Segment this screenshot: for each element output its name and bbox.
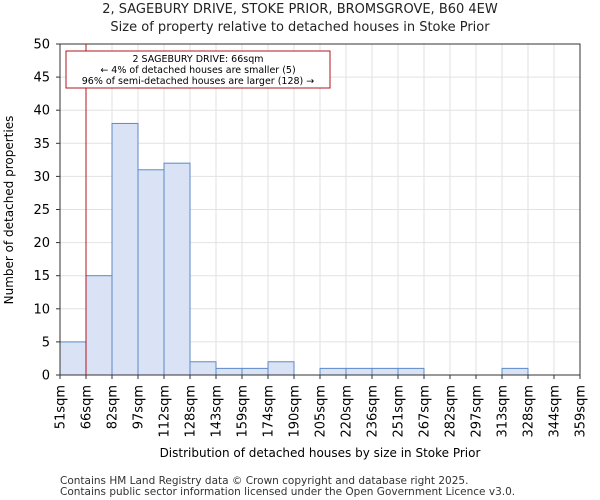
x-tick-label: 328sqm [522, 385, 537, 438]
x-tick-label: 159sqm [236, 385, 251, 438]
histogram-bar-236sqm [371, 367, 399, 376]
histogram-bar-313sqm [501, 367, 529, 376]
histogram-bar-128sqm [189, 361, 217, 376]
histogram-bar-251sqm [397, 367, 425, 376]
chart-title-address: 2, SAGEBURY DRIVE, STOKE PRIOR, BROMSGRO… [102, 2, 498, 17]
x-tick-label: 220sqm [340, 385, 355, 438]
x-tick-label: 359sqm [574, 385, 589, 438]
histogram-bar-51sqm [59, 341, 87, 376]
annotation-line-3: 96% of semi-detached houses are larger (… [82, 76, 315, 87]
y-tick-label: 15 [33, 269, 50, 284]
x-tick-label: 82sqm [106, 385, 121, 429]
histogram-bar-82sqm [111, 122, 139, 376]
x-tick-label: 282sqm [444, 385, 459, 438]
annotation-box [65, 50, 331, 89]
footer-copyright: Contains HM Land Registry data © Crown c… [60, 475, 469, 487]
y-tick-label: 10 [33, 302, 50, 317]
histogram-bar-220sqm [345, 367, 373, 376]
histogram-bar-112sqm [163, 162, 191, 376]
x-tick-label: 97sqm [132, 385, 147, 429]
x-tick-label: 143sqm [210, 385, 225, 438]
x-tick-label: 112sqm [158, 385, 173, 438]
x-tick-label: 297sqm [470, 385, 485, 438]
y-axis-label: Number of detached properties [2, 116, 16, 305]
histogram-bar-66sqm [85, 275, 113, 376]
histogram-bar-174sqm [267, 361, 295, 376]
x-tick-label: 174sqm [262, 385, 277, 438]
x-axis-label: Distribution of detached houses by size … [160, 446, 481, 460]
annotation-line-2: ← 4% of detached houses are smaller (5) [100, 65, 295, 76]
x-tick-label: 66sqm [80, 385, 95, 429]
x-axis-ticks: 51sqm 66sqm 82sqm 97sqm 112sqm 128sqm 143sqm 15… [54, 375, 589, 438]
histogram-bar-159sqm [241, 367, 269, 376]
x-tick-label: 344sqm [548, 385, 563, 438]
y-tick-label: 5 [42, 335, 50, 350]
y-tick-label: 20 [33, 236, 50, 251]
x-tick-label: 128sqm [184, 385, 199, 438]
histogram-bar-143sqm [215, 367, 243, 376]
x-tick-label: 236sqm [366, 385, 381, 438]
x-tick-label: 190sqm [288, 385, 303, 438]
y-tick-label: 25 [33, 203, 50, 218]
bars-layer [59, 122, 529, 376]
y-tick-label: 50 [33, 38, 50, 53]
x-tick-label: 267sqm [418, 385, 433, 438]
y-tick-label: 45 [33, 71, 50, 86]
histogram-bar-97sqm [137, 169, 165, 376]
y-tick-label: 0 [42, 369, 50, 384]
y-axis-ticks: 0 5 10 15 20 25 30 35 40 45 50 [33, 38, 60, 384]
footer-licence: Contains public sector information licen… [60, 486, 516, 498]
annotation-box-group: 2 SAGEBURY DRIVE: 66sqm← 4% of detached … [65, 50, 331, 89]
x-tick-label: 251sqm [392, 385, 407, 438]
y-tick-label: 30 [33, 170, 50, 185]
x-tick-label: 51sqm [54, 385, 69, 429]
chart-title-subtitle: Size of property relative to detached ho… [110, 20, 490, 35]
y-tick-label: 40 [33, 104, 50, 119]
histogram-bar-205sqm [319, 367, 347, 376]
x-tick-label: 205sqm [314, 385, 329, 438]
x-tick-label: 313sqm [496, 385, 511, 438]
annotation-line-1: 2 SAGEBURY DRIVE: 66sqm [132, 54, 263, 65]
y-tick-label: 35 [33, 137, 50, 152]
